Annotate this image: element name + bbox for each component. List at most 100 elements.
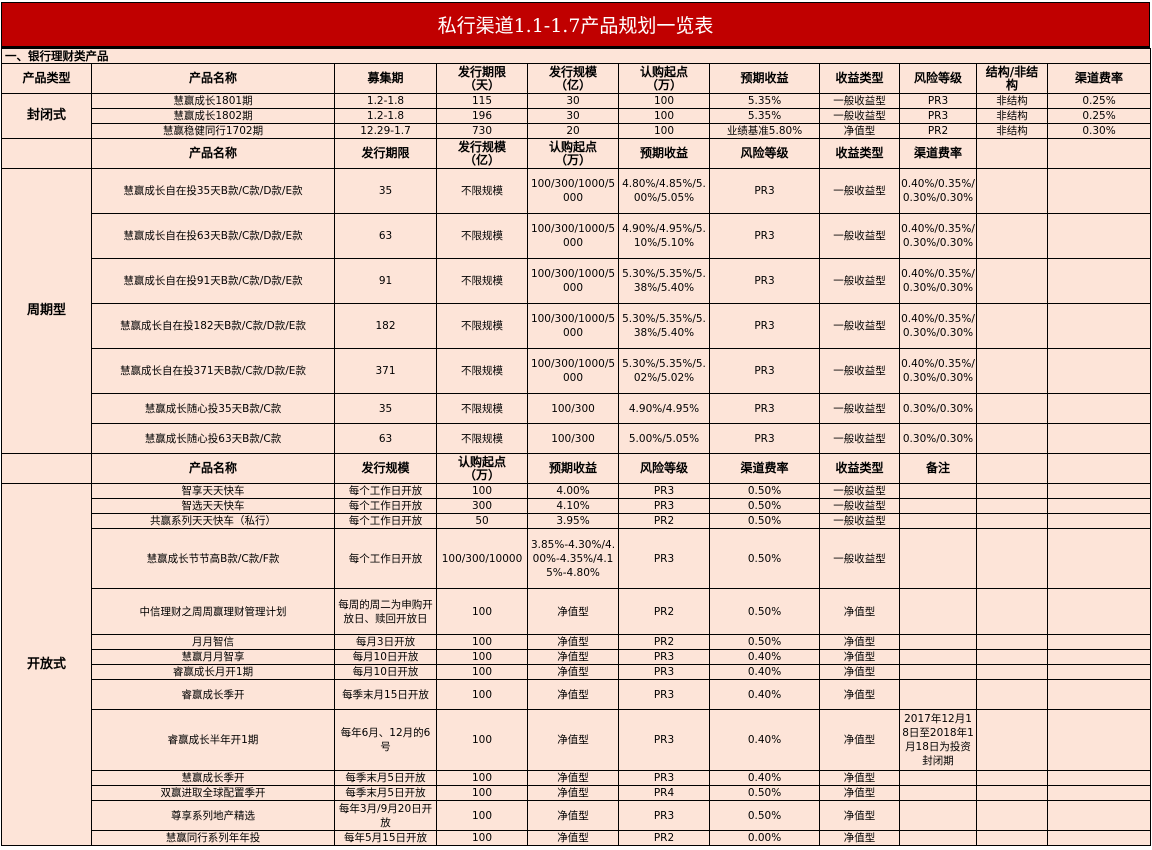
table-cell[interactable]: 睿赢成长季开	[91, 679, 335, 710]
table-cell[interactable]: 净值型	[527, 709, 619, 771]
table-cell[interactable]: 0.50%	[709, 588, 820, 635]
table-cell[interactable]: 0.30%/0.30%	[899, 423, 977, 454]
column-header[interactable]	[1, 138, 92, 169]
table-cell[interactable]: 12.29-1.7	[334, 123, 437, 139]
column-header[interactable]: 风险等级	[899, 63, 977, 94]
table-cell[interactable]: 0.40%	[709, 664, 820, 680]
table-cell[interactable]: PR3	[899, 93, 977, 109]
table-cell[interactable]: 睿赢成长月开1期	[91, 664, 335, 680]
table-cell[interactable]: 慧赢成长自在投35天B款/C款/D款/E款	[91, 168, 335, 214]
table-cell[interactable]: 115	[436, 93, 528, 109]
table-cell[interactable]: 0.40%/0.35%/0.30%/0.30%	[899, 213, 977, 259]
table-cell[interactable]: 一般收益型	[819, 423, 900, 454]
table-cell[interactable]: 100/300	[527, 423, 619, 454]
table-cell[interactable]: 100/300/1000/5000	[527, 348, 619, 394]
table-cell[interactable]: 3.85%-4.30%/4.00%-4.35%/4.15%-4.80%	[527, 528, 619, 589]
table-cell[interactable]: 每年3月/9月20日开放	[334, 800, 437, 831]
table-cell[interactable]: 慧赢成长1801期	[91, 93, 335, 109]
empty-cell[interactable]	[1046, 528, 1152, 589]
table-cell[interactable]: 非结构	[976, 93, 1048, 109]
table-cell[interactable]: 196	[436, 108, 528, 124]
table-cell[interactable]: 慧赢成长随心投35天B款/C款	[91, 393, 335, 424]
empty-cell[interactable]	[1046, 664, 1152, 680]
table-cell[interactable]	[899, 498, 977, 514]
table-cell[interactable]: 净值型	[527, 664, 619, 680]
table-cell[interactable]: 100	[436, 800, 528, 831]
table-cell[interactable]: 每月10日开放	[334, 664, 437, 680]
table-cell[interactable]: 371	[334, 348, 437, 394]
table-cell[interactable]: 100	[618, 123, 710, 139]
table-cell[interactable]: PR3	[709, 213, 820, 259]
empty-cell[interactable]	[976, 830, 1048, 846]
table-cell[interactable]: 净值型	[819, 800, 900, 831]
column-header[interactable]: 认购起点 （万）	[527, 138, 619, 169]
table-cell[interactable]: PR2	[899, 123, 977, 139]
table-cell[interactable]: PR2	[618, 513, 710, 529]
table-cell[interactable]: 每月3日开放	[334, 634, 437, 650]
table-cell[interactable]: 20	[527, 123, 619, 139]
empty-cell[interactable]	[1046, 770, 1152, 786]
table-cell[interactable]	[899, 664, 977, 680]
empty-cell[interactable]	[1046, 348, 1152, 394]
table-cell[interactable]: 每季末月15日开放	[334, 679, 437, 710]
table-cell[interactable]: 每个工作日开放	[334, 528, 437, 589]
table-cell[interactable]: 净值型	[819, 830, 900, 846]
column-header[interactable]	[1, 453, 92, 484]
table-cell[interactable]: 一般收益型	[819, 513, 900, 529]
table-cell[interactable]: 不限规模	[436, 168, 528, 214]
column-header[interactable]: 收益类型	[819, 63, 900, 94]
column-header[interactable]: 发行期限 （天）	[436, 63, 528, 94]
category-closed[interactable]: 封闭式	[1, 93, 92, 139]
empty-cell[interactable]	[976, 709, 1048, 771]
table-cell[interactable]: 净值型	[819, 123, 900, 139]
empty-cell[interactable]	[1046, 830, 1152, 846]
empty-cell[interactable]	[1046, 634, 1152, 650]
table-cell[interactable]: 0.40%/0.35%/0.30%/0.30%	[899, 258, 977, 304]
table-cell[interactable]: 100	[436, 634, 528, 650]
table-cell[interactable]: PR3	[618, 770, 710, 786]
table-cell[interactable]: 净值型	[819, 770, 900, 786]
table-cell[interactable]: PR3	[618, 498, 710, 514]
empty-cell[interactable]	[976, 664, 1048, 680]
table-cell[interactable]	[899, 528, 977, 589]
table-cell[interactable]: PR3	[709, 393, 820, 424]
empty-cell[interactable]	[1046, 588, 1152, 635]
column-header[interactable]: 产品名称	[91, 138, 335, 169]
empty-cell[interactable]	[976, 168, 1048, 214]
table-cell[interactable]: PR3	[709, 168, 820, 214]
table-cell[interactable]: 净值型	[527, 785, 619, 801]
table-cell[interactable]: PR3	[618, 709, 710, 771]
empty-cell[interactable]	[976, 513, 1048, 529]
table-cell[interactable]: 300	[436, 498, 528, 514]
table-cell[interactable]: 0.30%	[1046, 123, 1152, 139]
table-cell[interactable]: 0.40%/0.35%/0.30%/0.30%	[899, 303, 977, 349]
empty-cell[interactable]	[1046, 679, 1152, 710]
table-cell[interactable]: 不限规模	[436, 213, 528, 259]
column-header[interactable]: 预期收益	[618, 138, 710, 169]
table-cell[interactable]: 净值型	[527, 649, 619, 665]
empty-cell[interactable]	[1046, 303, 1152, 349]
section-label[interactable]: 一、银行理财类产品	[0, 48, 1152, 64]
table-cell[interactable]: 0.30%/0.30%	[899, 393, 977, 424]
table-cell[interactable]: 0.40%/0.35%/0.30%/0.30%	[899, 348, 977, 394]
table-cell[interactable]: 100	[436, 770, 528, 786]
table-cell[interactable]: 0.50%	[709, 785, 820, 801]
table-cell[interactable]	[899, 634, 977, 650]
column-header[interactable]	[976, 138, 1048, 169]
table-cell[interactable]: 不限规模	[436, 303, 528, 349]
table-cell[interactable]: 4.00%	[527, 483, 619, 499]
table-cell[interactable]: 净值型	[819, 664, 900, 680]
table-cell[interactable]: 一般收益型	[819, 213, 900, 259]
table-cell[interactable]	[899, 483, 977, 499]
table-cell[interactable]: PR3	[618, 664, 710, 680]
table-cell[interactable]: 4.90%/4.95%	[618, 393, 710, 424]
table-cell[interactable]: 100	[618, 93, 710, 109]
table-cell[interactable]: 100	[436, 664, 528, 680]
column-header[interactable]: 收益类型	[819, 138, 900, 169]
table-cell[interactable]: 100	[618, 108, 710, 124]
column-header[interactable]: 发行期限	[334, 138, 437, 169]
column-header[interactable]: 备注	[899, 453, 977, 484]
table-cell[interactable]: PR3	[709, 258, 820, 304]
table-cell[interactable]: 一般收益型	[819, 168, 900, 214]
table-cell[interactable]: 非结构	[976, 123, 1048, 139]
